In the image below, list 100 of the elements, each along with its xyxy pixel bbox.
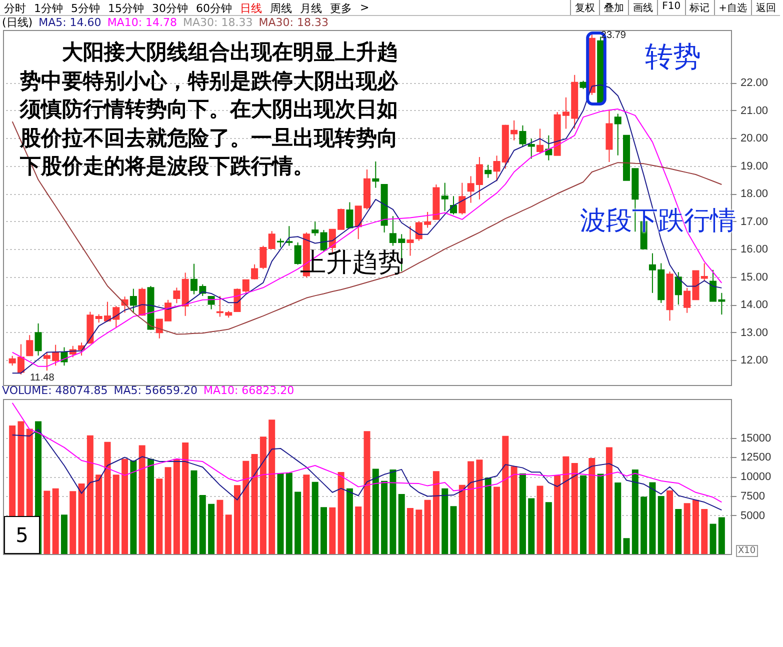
bar (147, 458, 154, 554)
candlestick (614, 113, 622, 156)
candlestick (130, 288, 137, 314)
candlestick (208, 295, 215, 310)
y-tick-label: 18.00 (740, 188, 768, 200)
annotation: 转势 (644, 40, 701, 74)
candlestick (34, 322, 42, 356)
bar (130, 460, 137, 554)
candlestick (268, 230, 276, 250)
bar (545, 502, 552, 554)
candlestick (458, 182, 466, 215)
y-tick-label: 20.00 (740, 132, 768, 145)
bar (190, 470, 198, 554)
bar (571, 462, 578, 554)
bar (277, 473, 284, 554)
candlestick (441, 182, 448, 212)
bar (60, 514, 68, 554)
bar (416, 510, 422, 554)
bar (398, 494, 405, 554)
bar (692, 500, 699, 554)
bar (623, 538, 630, 554)
bar (718, 517, 725, 554)
bar (122, 458, 128, 554)
bar (710, 524, 716, 554)
text: MA30: 18.33 (183, 16, 253, 29)
y-tick-label: 15000 (740, 432, 772, 444)
bar (329, 507, 336, 554)
candlestick (528, 138, 535, 160)
candlestick (545, 134, 552, 161)
bar (104, 442, 111, 554)
bar (476, 460, 483, 554)
bar (355, 506, 362, 554)
y-tick-label: 16.00 (740, 244, 768, 256)
candlestick (700, 262, 708, 282)
bar (294, 492, 302, 554)
candlestick (251, 264, 258, 280)
candlestick (406, 226, 414, 256)
bar (320, 507, 327, 554)
bar (225, 514, 232, 554)
candlestick (173, 287, 180, 304)
bar (494, 486, 500, 554)
bar (78, 484, 85, 554)
bar (442, 488, 448, 554)
text: 复权 叠加 画线 F10 标记 +自选 返回 (574, 0, 777, 15)
bar (138, 445, 146, 554)
bar (510, 466, 518, 554)
bar (242, 460, 250, 554)
bar (432, 471, 440, 554)
bar (658, 496, 664, 554)
bar (164, 467, 172, 554)
bar (484, 478, 492, 554)
bar (588, 458, 596, 554)
bar (684, 503, 690, 554)
bar (468, 461, 474, 554)
bar (216, 500, 224, 554)
bar (86, 435, 94, 554)
bar (458, 484, 466, 554)
bar (286, 472, 292, 554)
bar (312, 482, 318, 554)
bar (338, 472, 344, 554)
text: X10 (736, 545, 758, 557)
bar (519, 473, 526, 554)
text: MA30: 18.33 (258, 16, 328, 29)
text: 分时 1分钟 5分钟 15分钟 30分钟 60分钟 日线 周线 月线 更多 > (4, 1, 370, 15)
bar (260, 436, 266, 554)
bar (597, 474, 604, 554)
y-tick-label: 10000 (740, 471, 772, 483)
bar (234, 485, 240, 554)
candlestick (519, 124, 526, 148)
y-tick-label: 5000 (740, 510, 765, 522)
bar (44, 490, 50, 554)
candlestick (450, 196, 458, 215)
candlestick (260, 245, 267, 270)
bar (632, 469, 638, 554)
bar (649, 482, 656, 554)
y-tick-label: 13.00 (740, 326, 768, 339)
candlestick (242, 279, 250, 294)
bar (675, 509, 682, 554)
annotation: VOLUME: 48074.85 (2, 384, 108, 397)
candlestick (674, 272, 682, 306)
text: MA10: 66823.20 (203, 384, 294, 397)
candlestick (26, 334, 34, 356)
bar (640, 496, 648, 554)
bar (96, 474, 102, 554)
candlestick (484, 164, 492, 178)
bar (173, 458, 180, 554)
line-series (12, 402, 722, 503)
candlestick (536, 128, 544, 154)
line-series (12, 428, 722, 511)
bar (70, 491, 76, 554)
text: MA10: 14.78 (107, 16, 178, 29)
bar (182, 442, 189, 554)
y-tick-label: 22.00 (740, 77, 768, 90)
y-tick-label: 12500 (740, 452, 772, 464)
annotation: 5 (4, 516, 40, 554)
bar (156, 478, 163, 554)
bar (606, 447, 612, 554)
bar (346, 488, 353, 554)
candlestick (294, 242, 302, 266)
bar (536, 486, 544, 554)
